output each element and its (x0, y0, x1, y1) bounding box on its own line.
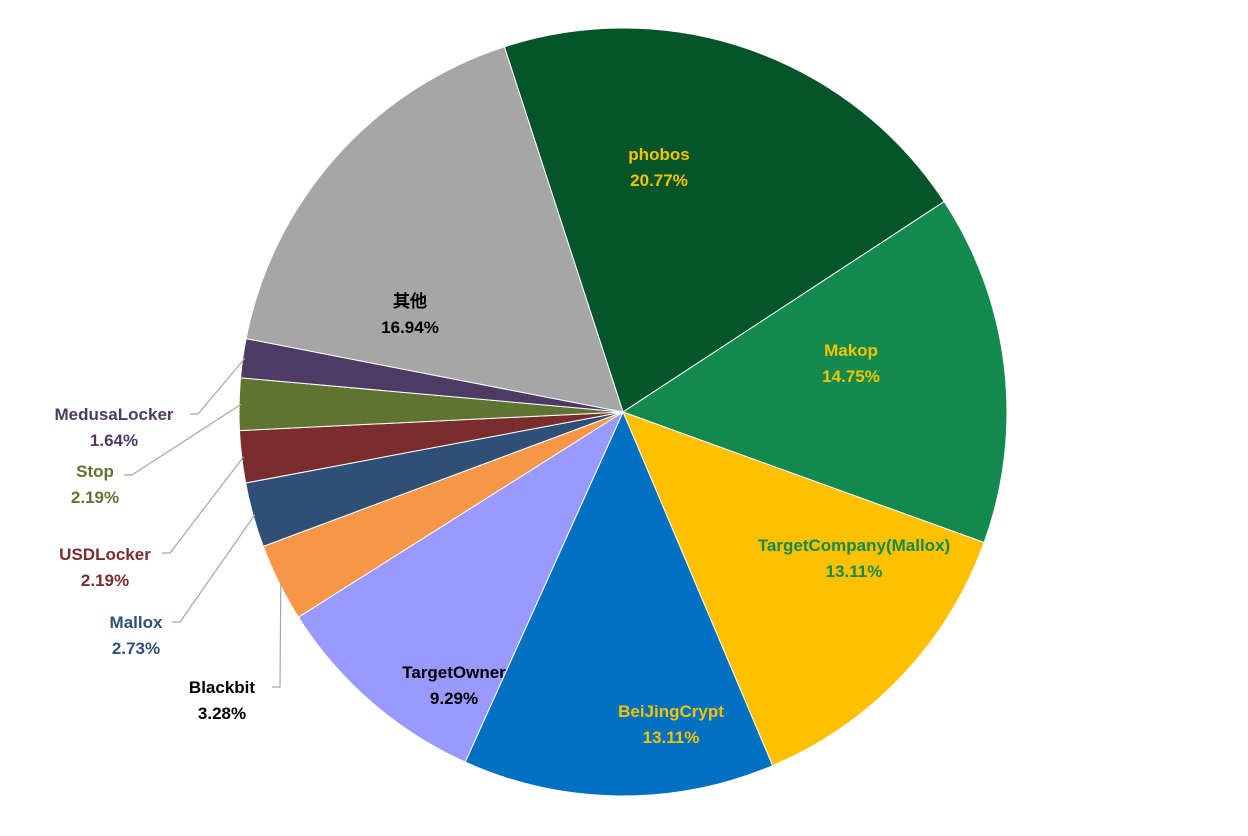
slice-name-label: MedusaLocker (54, 405, 173, 424)
pie-slice-targetowner (297, 410, 625, 763)
slice-percent-label: 20.77% (630, 171, 688, 190)
leader-line (190, 358, 246, 415)
slice-name-label: Makop (824, 341, 878, 360)
slice-percent-label: 1.64% (90, 431, 138, 450)
slice-percent-label: 13.11% (826, 562, 883, 581)
pie-slice-beijingcrypt (464, 410, 774, 797)
slice-name-label: Stop (76, 462, 114, 481)
leader-lines (124, 358, 282, 688)
slice-name-label: phobos (628, 145, 689, 164)
slice-name-label: USDLocker (59, 545, 151, 564)
slice-percent-label: 9.29% (430, 689, 478, 708)
slice-percent-label: 13.11% (643, 728, 700, 747)
leader-line (124, 403, 242, 476)
slice-percent-label: 2.73% (112, 639, 160, 658)
slice-name-label: Mallox (110, 613, 163, 632)
leader-line (162, 456, 245, 554)
pie-slices (238, 27, 1008, 797)
pie-slice-phobos (503, 27, 945, 413)
slice-percent-label: 14.75% (822, 367, 880, 386)
slice-name-label: BeiJingCrypt (618, 702, 724, 721)
pie-slice-targetcompany-mallox (622, 411, 985, 767)
slice-percent-label: 3.28% (198, 704, 246, 723)
slice-name-label: 其他 (393, 291, 427, 311)
pie-slice-makop (621, 200, 1008, 544)
slice-percent-label: 2.19% (71, 488, 119, 507)
slice-name-label: Blackbit (189, 678, 255, 697)
slice-name-label: TargetOwner (402, 663, 506, 682)
slice-percent-label: 16.94% (381, 318, 439, 337)
slice-name-label: TargetCompany(Mallox) (758, 536, 950, 555)
slice-labels: phobos 20.77% Makop 14.75% TargetCompany(Mal… (54, 145, 950, 747)
pie-slice-other (245, 46, 624, 413)
leader-line (272, 581, 282, 688)
slice-percent-label: 2.19% (81, 571, 129, 590)
leader-line (172, 514, 256, 623)
